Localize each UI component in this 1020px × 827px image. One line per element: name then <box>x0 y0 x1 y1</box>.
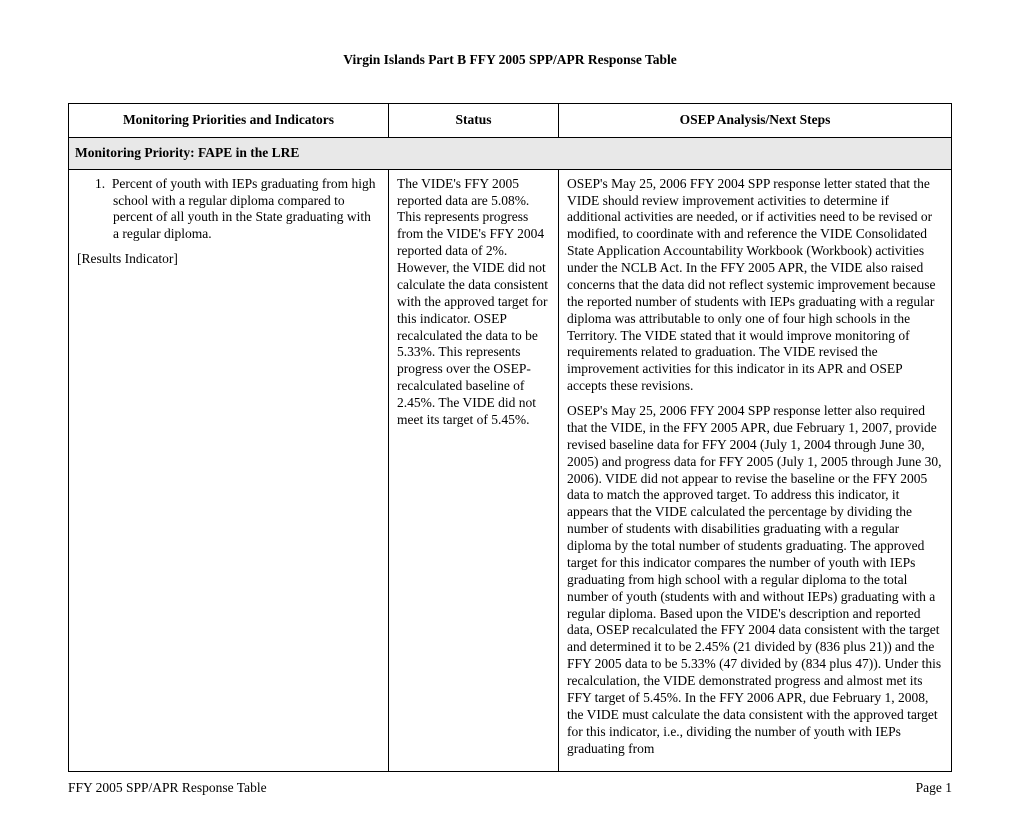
footer-left: FFY 2005 SPP/APR Response Table <box>68 780 267 797</box>
status-cell: The VIDE's FFY 2005 reported data are 5.… <box>389 169 559 772</box>
header-indicators: Monitoring Priorities and Indicators <box>69 103 389 137</box>
priority-label: Monitoring Priority: FAPE in the LRE <box>69 137 952 169</box>
osep-paragraph-1: OSEP's May 25, 2006 FFY 2004 SPP respons… <box>567 176 943 395</box>
results-indicator-label: [Results Indicator] <box>77 251 380 268</box>
indicator-number: 1. <box>95 176 105 191</box>
response-table: Monitoring Priorities and Indicators Sta… <box>68 103 952 773</box>
header-row: Monitoring Priorities and Indicators Sta… <box>69 103 952 137</box>
header-status: Status <box>389 103 559 137</box>
osep-paragraph-2: OSEP's May 25, 2006 FFY 2004 SPP respons… <box>567 403 943 757</box>
header-osep: OSEP Analysis/Next Steps <box>559 103 952 137</box>
status-text: The VIDE's FFY 2005 reported data are 5.… <box>397 176 550 429</box>
document-title: Virgin Islands Part B FFY 2005 SPP/APR R… <box>68 52 952 69</box>
page-footer: FFY 2005 SPP/APR Response Table Page 1 <box>68 780 952 797</box>
indicator-row: 1. Percent of youth with IEPs graduating… <box>69 169 952 772</box>
indicator-text: Percent of youth with IEPs graduating fr… <box>112 176 376 242</box>
indicator-cell: 1. Percent of youth with IEPs graduating… <box>69 169 389 772</box>
osep-cell: OSEP's May 25, 2006 FFY 2004 SPP respons… <box>559 169 952 772</box>
priority-row: Monitoring Priority: FAPE in the LRE <box>69 137 952 169</box>
footer-right: Page 1 <box>916 780 952 797</box>
